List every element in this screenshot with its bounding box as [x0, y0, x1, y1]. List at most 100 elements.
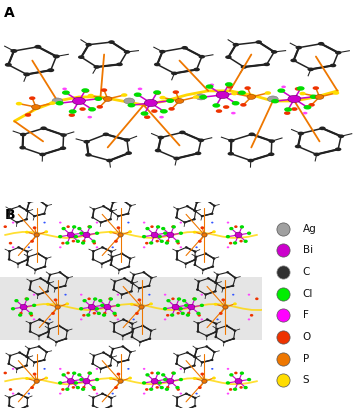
Ellipse shape [18, 351, 21, 354]
Ellipse shape [102, 205, 105, 207]
Ellipse shape [148, 337, 151, 340]
Ellipse shape [210, 84, 214, 86]
Ellipse shape [9, 388, 12, 391]
Ellipse shape [201, 318, 203, 320]
Ellipse shape [164, 294, 166, 296]
Ellipse shape [139, 305, 144, 309]
Ellipse shape [26, 259, 29, 261]
Ellipse shape [121, 93, 127, 97]
Ellipse shape [130, 290, 133, 293]
Ellipse shape [229, 388, 232, 391]
Ellipse shape [117, 215, 120, 217]
Ellipse shape [93, 388, 96, 391]
Ellipse shape [271, 99, 279, 103]
Ellipse shape [166, 314, 169, 317]
Ellipse shape [77, 227, 81, 230]
Ellipse shape [175, 386, 180, 389]
Ellipse shape [104, 304, 111, 310]
Ellipse shape [144, 100, 157, 106]
Ellipse shape [29, 96, 36, 100]
Ellipse shape [45, 257, 48, 259]
Ellipse shape [310, 95, 318, 99]
Ellipse shape [204, 293, 207, 296]
Ellipse shape [95, 307, 99, 310]
Ellipse shape [9, 208, 11, 211]
Ellipse shape [154, 63, 160, 67]
Ellipse shape [47, 282, 50, 284]
Ellipse shape [86, 313, 90, 317]
Ellipse shape [223, 105, 229, 109]
Ellipse shape [55, 341, 58, 343]
Ellipse shape [113, 330, 116, 333]
Ellipse shape [297, 86, 304, 91]
Ellipse shape [8, 405, 11, 407]
Point [280, 247, 286, 254]
Ellipse shape [61, 242, 65, 244]
Ellipse shape [295, 87, 301, 91]
Text: C: C [303, 267, 310, 277]
Ellipse shape [88, 371, 92, 375]
Ellipse shape [32, 304, 36, 307]
Ellipse shape [25, 377, 29, 380]
Ellipse shape [120, 253, 123, 255]
Ellipse shape [17, 392, 20, 395]
Ellipse shape [27, 210, 29, 212]
Ellipse shape [47, 336, 50, 338]
Ellipse shape [112, 202, 115, 204]
Ellipse shape [25, 218, 28, 220]
Ellipse shape [87, 297, 91, 300]
Ellipse shape [83, 140, 90, 144]
Ellipse shape [227, 246, 229, 248]
Ellipse shape [30, 386, 34, 389]
Ellipse shape [179, 131, 186, 134]
Ellipse shape [195, 151, 201, 155]
Ellipse shape [83, 379, 90, 384]
Ellipse shape [172, 225, 176, 228]
Point [280, 334, 286, 340]
Ellipse shape [175, 239, 180, 243]
Ellipse shape [93, 242, 96, 244]
Ellipse shape [30, 314, 33, 317]
Ellipse shape [265, 91, 271, 95]
Ellipse shape [187, 312, 190, 315]
Ellipse shape [201, 361, 204, 364]
Ellipse shape [288, 95, 301, 102]
Ellipse shape [112, 312, 117, 315]
Ellipse shape [227, 222, 229, 224]
Ellipse shape [143, 392, 145, 395]
Ellipse shape [144, 115, 150, 119]
Ellipse shape [284, 111, 290, 115]
Ellipse shape [151, 379, 158, 384]
Ellipse shape [264, 62, 270, 66]
Ellipse shape [81, 388, 85, 391]
Ellipse shape [55, 305, 61, 309]
Ellipse shape [226, 235, 230, 238]
Ellipse shape [33, 318, 35, 320]
Ellipse shape [114, 386, 118, 389]
Ellipse shape [53, 298, 57, 302]
Ellipse shape [121, 199, 124, 201]
Ellipse shape [110, 210, 113, 212]
Ellipse shape [177, 388, 180, 391]
Ellipse shape [163, 378, 167, 381]
Ellipse shape [200, 226, 204, 229]
Ellipse shape [166, 299, 171, 302]
Ellipse shape [72, 386, 75, 389]
Ellipse shape [291, 107, 298, 111]
Ellipse shape [155, 91, 161, 95]
Text: F: F [303, 310, 309, 320]
Ellipse shape [82, 386, 85, 389]
Ellipse shape [295, 46, 302, 49]
Ellipse shape [150, 330, 153, 332]
Ellipse shape [216, 109, 222, 113]
Ellipse shape [226, 381, 230, 385]
Ellipse shape [96, 368, 98, 370]
Ellipse shape [200, 304, 204, 307]
Ellipse shape [155, 240, 159, 242]
Ellipse shape [159, 96, 166, 100]
Ellipse shape [181, 312, 185, 315]
Ellipse shape [204, 253, 207, 255]
Ellipse shape [313, 86, 319, 90]
Ellipse shape [117, 361, 120, 364]
Ellipse shape [175, 363, 178, 365]
